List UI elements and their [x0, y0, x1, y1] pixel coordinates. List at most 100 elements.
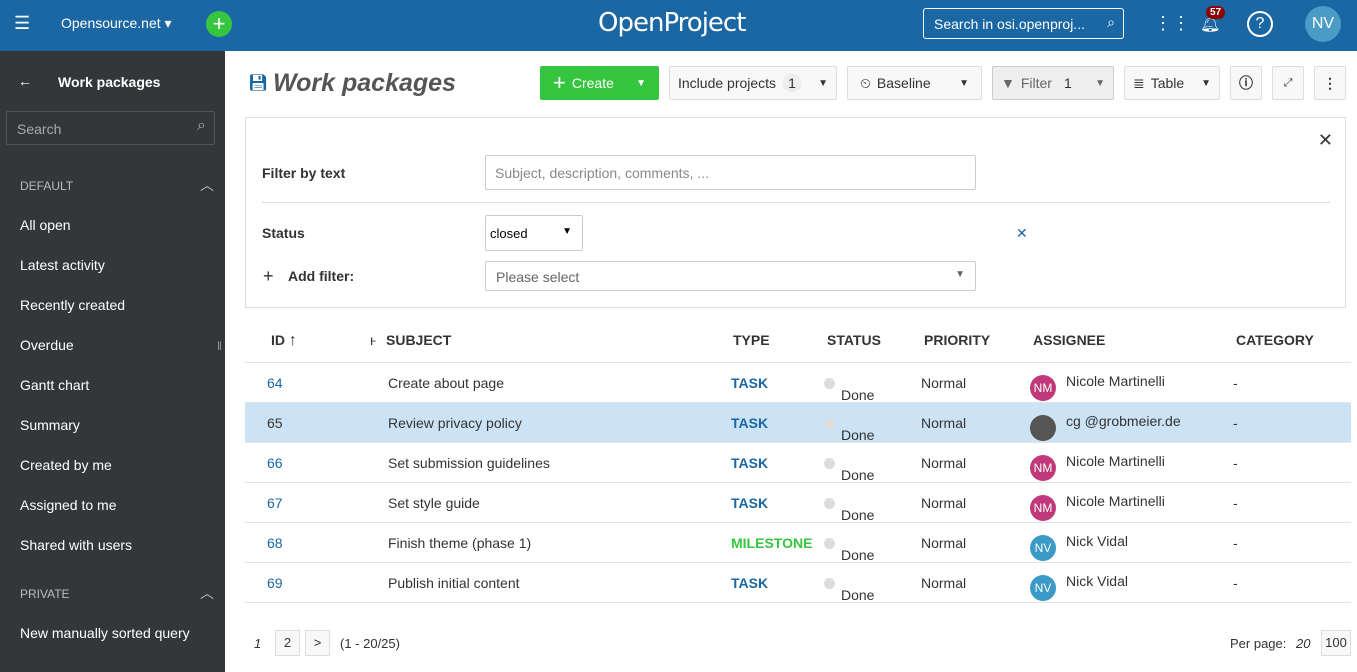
category-cell[interactable]: -: [1233, 375, 1238, 391]
sidebar-item[interactable]: All open: [20, 217, 71, 233]
per-page-20[interactable]: 20: [1296, 636, 1311, 651]
category-cell[interactable]: -: [1233, 495, 1238, 511]
user-avatar[interactable]: NV: [1305, 6, 1341, 42]
category-cell[interactable]: -: [1233, 575, 1238, 591]
info-button[interactable]: ⓘ: [1230, 66, 1262, 100]
status-cell[interactable]: Done: [824, 375, 874, 403]
sidebar-item[interactable]: Recently created: [20, 297, 126, 313]
section-private[interactable]: PRIVATE: [20, 587, 70, 601]
create-button[interactable]: + Create ▼: [540, 66, 659, 100]
filter-text-input[interactable]: Subject, description, comments, ...: [485, 155, 976, 190]
category-cell[interactable]: -: [1233, 455, 1238, 471]
bell-icon[interactable]: 🔔︎: [1200, 16, 1221, 33]
priority-cell[interactable]: Normal: [921, 375, 967, 391]
sidebar-item[interactable]: Gantt chart: [20, 377, 90, 393]
column-header-priority[interactable]: PRIORITY: [924, 332, 991, 348]
hierarchy-icon[interactable]: ⱶ: [370, 332, 376, 348]
subject-cell[interactable]: Set submission guidelines: [388, 455, 550, 471]
subject-cell[interactable]: Finish theme (phase 1): [388, 535, 532, 551]
project-selector[interactable]: Opensource.net ▾: [61, 15, 172, 31]
column-header-category[interactable]: CATEGORY: [1236, 332, 1314, 348]
sidebar-search-input[interactable]: Search ⌕: [6, 111, 215, 145]
chevron-up-icon[interactable]: ︿: [200, 585, 214, 601]
type-cell[interactable]: MILESTONE: [731, 535, 813, 551]
status-cell[interactable]: Done: [824, 535, 874, 563]
sidebar-item[interactable]: New manually sorted query: [20, 625, 190, 641]
table-row[interactable]: 66 Set submission guidelines TASK Done N…: [245, 443, 1351, 483]
priority-cell[interactable]: Normal: [921, 575, 967, 591]
priority-cell[interactable]: Normal: [921, 415, 967, 431]
filter-button[interactable]: ▼ Filter 1 ▼: [992, 66, 1114, 100]
close-icon[interactable]: ✕: [1317, 130, 1333, 150]
sidebar-item[interactable]: Created by me: [20, 457, 112, 473]
sidebar-item[interactable]: Latest activity: [20, 257, 105, 273]
resize-handle[interactable]: ‖: [217, 339, 222, 353]
next-page-button[interactable]: >: [305, 630, 330, 656]
priority-cell[interactable]: Normal: [921, 495, 967, 511]
remove-filter-icon[interactable]: ✕: [1016, 225, 1028, 241]
type-cell[interactable]: TASK: [731, 375, 769, 391]
id-link[interactable]: 67: [267, 495, 283, 511]
chevron-up-icon[interactable]: ︿: [200, 177, 214, 193]
page-1[interactable]: 1: [254, 636, 262, 651]
page-2[interactable]: 2: [275, 630, 300, 656]
column-header-type[interactable]: TYPE: [733, 332, 770, 348]
column-header-id[interactable]: ID ↑: [271, 332, 297, 350]
modules-grid-icon[interactable]: ⋮⋮: [1154, 13, 1190, 33]
id-link[interactable]: 65: [267, 415, 283, 431]
subject-cell[interactable]: Review privacy policy: [388, 415, 522, 431]
priority-cell[interactable]: Normal: [921, 455, 967, 471]
sidebar-item[interactable]: Shared with users: [20, 537, 133, 553]
assignee-name[interactable]: Nicole Martinelli: [1066, 453, 1165, 469]
type-cell[interactable]: TASK: [731, 455, 769, 471]
id-link[interactable]: 64: [267, 375, 283, 391]
table-row[interactable]: 65 Review privacy policy TASK Done Norma…: [245, 403, 1351, 443]
status-cell[interactable]: Done: [824, 415, 874, 443]
global-search-input[interactable]: Search in osi.openproj... ⌕: [923, 8, 1124, 39]
per-page-100[interactable]: 100: [1321, 630, 1351, 656]
fullscreen-button[interactable]: ⤢: [1272, 66, 1304, 100]
help-icon[interactable]: ?: [1247, 11, 1273, 37]
table-row[interactable]: 64 Create about page TASK Done Normal NM…: [245, 363, 1351, 403]
priority-cell[interactable]: Normal: [921, 535, 967, 551]
table-view-button[interactable]: ≣ Table ▼: [1124, 66, 1220, 100]
type-cell[interactable]: TASK: [731, 415, 769, 431]
subject-cell[interactable]: Create about page: [388, 375, 504, 391]
section-default[interactable]: DEFAULT: [20, 179, 74, 193]
column-header-assignee[interactable]: ASSIGNEE: [1033, 332, 1106, 348]
include-projects-button[interactable]: Include projects 1 ▼: [669, 66, 837, 100]
add-filter-select[interactable]: Please select ▼: [485, 261, 976, 291]
status-select[interactable]: closed ▼: [485, 215, 583, 251]
column-header-status[interactable]: STATUS: [827, 332, 881, 348]
quick-add-icon[interactable]: +: [206, 11, 232, 37]
assignee-name[interactable]: Nick Vidal: [1066, 533, 1128, 549]
hamburger-menu-icon[interactable]: ☰: [14, 13, 31, 33]
assignee-name[interactable]: Nicole Martinelli: [1066, 493, 1165, 509]
subject-cell[interactable]: Publish initial content: [388, 575, 520, 591]
column-header-subject[interactable]: SUBJECT: [386, 332, 452, 348]
status-cell[interactable]: Done: [824, 575, 874, 603]
sidebar-item[interactable]: Summary: [20, 417, 80, 433]
openproject-logo[interactable]: OpenProject: [598, 8, 746, 38]
status-cell[interactable]: Done: [824, 455, 874, 483]
id-link[interactable]: 68: [267, 535, 283, 551]
plus-icon[interactable]: +: [263, 266, 274, 286]
assignee-name[interactable]: Nicole Martinelli: [1066, 373, 1165, 389]
baseline-button[interactable]: ⏲ Baseline ▼: [847, 66, 982, 100]
table-row[interactable]: 67 Set style guide TASK Done Normal NM N…: [245, 483, 1351, 523]
category-cell[interactable]: -: [1233, 535, 1238, 551]
assignee-name[interactable]: cg @grobmeier.de: [1066, 413, 1181, 429]
table-row[interactable]: 69 Publish initial content TASK Done Nor…: [245, 563, 1351, 603]
more-menu-button[interactable]: ⋮: [1314, 66, 1346, 100]
assignee-name[interactable]: Nick Vidal: [1066, 573, 1128, 589]
type-cell[interactable]: TASK: [731, 575, 769, 591]
table-row[interactable]: 68 Finish theme (phase 1) MILESTONE Done…: [245, 523, 1351, 563]
type-cell[interactable]: TASK: [731, 495, 769, 511]
sidebar-item[interactable]: Overdue: [20, 337, 74, 353]
subject-cell[interactable]: Set style guide: [388, 495, 480, 511]
back-arrow-icon[interactable]: ←: [18, 73, 32, 89]
save-icon[interactable]: 💾︎: [248, 75, 269, 92]
status-cell[interactable]: Done: [824, 495, 874, 523]
sidebar-item[interactable]: Assigned to me: [20, 497, 117, 513]
id-link[interactable]: 66: [267, 455, 283, 471]
